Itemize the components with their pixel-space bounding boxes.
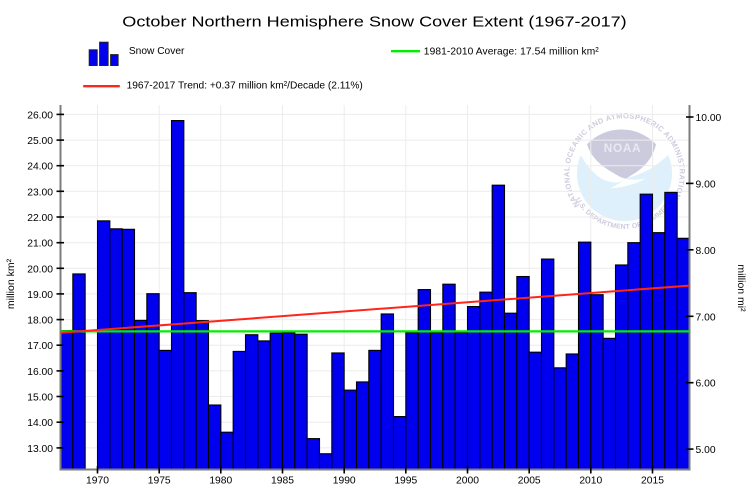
svg-text:2005: 2005	[518, 475, 541, 486]
svg-text:16.00: 16.00	[27, 367, 53, 378]
svg-text:October Northern Hemisphere Sn: October Northern Hemisphere Snow Cover E…	[122, 14, 626, 30]
svg-text:1980: 1980	[209, 475, 232, 486]
svg-text:25.00: 25.00	[27, 136, 53, 147]
svg-text:18.00: 18.00	[27, 316, 53, 327]
svg-text:1970: 1970	[86, 475, 109, 486]
svg-text:1967-2017 Trend: +0.37 million: 1967-2017 Trend: +0.37 million km²/Decad…	[127, 81, 363, 92]
svg-text:million km²: million km²	[5, 258, 17, 309]
svg-text:14.00: 14.00	[27, 418, 53, 429]
svg-text:2010: 2010	[579, 475, 602, 486]
svg-text:5.00: 5.00	[696, 445, 716, 456]
svg-text:2015: 2015	[641, 475, 664, 486]
svg-text:NOAA: NOAA	[604, 141, 642, 155]
svg-text:1990: 1990	[333, 475, 356, 486]
svg-text:1981-2010 Average: 17.54 milli: 1981-2010 Average: 17.54 million km²	[424, 46, 600, 57]
svg-text:21.00: 21.00	[27, 239, 53, 250]
svg-text:20.00: 20.00	[27, 264, 53, 275]
svg-text:1975: 1975	[148, 475, 171, 486]
svg-text:15.00: 15.00	[27, 393, 53, 404]
svg-text:Snow Cover: Snow Cover	[129, 46, 185, 57]
svg-text:13.00: 13.00	[27, 444, 53, 455]
svg-text:26.00: 26.00	[27, 110, 53, 121]
svg-text:8.00: 8.00	[696, 246, 716, 257]
svg-text:2000: 2000	[456, 475, 479, 486]
svg-text:19.00: 19.00	[27, 290, 53, 301]
svg-text:7.00: 7.00	[696, 312, 716, 323]
svg-text:23.00: 23.00	[27, 187, 53, 198]
svg-text:10.00: 10.00	[696, 113, 722, 124]
svg-text:9.00: 9.00	[696, 179, 716, 190]
svg-text:24.00: 24.00	[27, 162, 53, 173]
svg-text:6.00: 6.00	[696, 379, 716, 390]
svg-text:22.00: 22.00	[27, 213, 53, 224]
svg-text:17.00: 17.00	[27, 341, 53, 352]
svg-text:million mi²: million mi²	[735, 264, 747, 312]
svg-text:1985: 1985	[271, 475, 294, 486]
svg-text:1995: 1995	[394, 475, 417, 486]
